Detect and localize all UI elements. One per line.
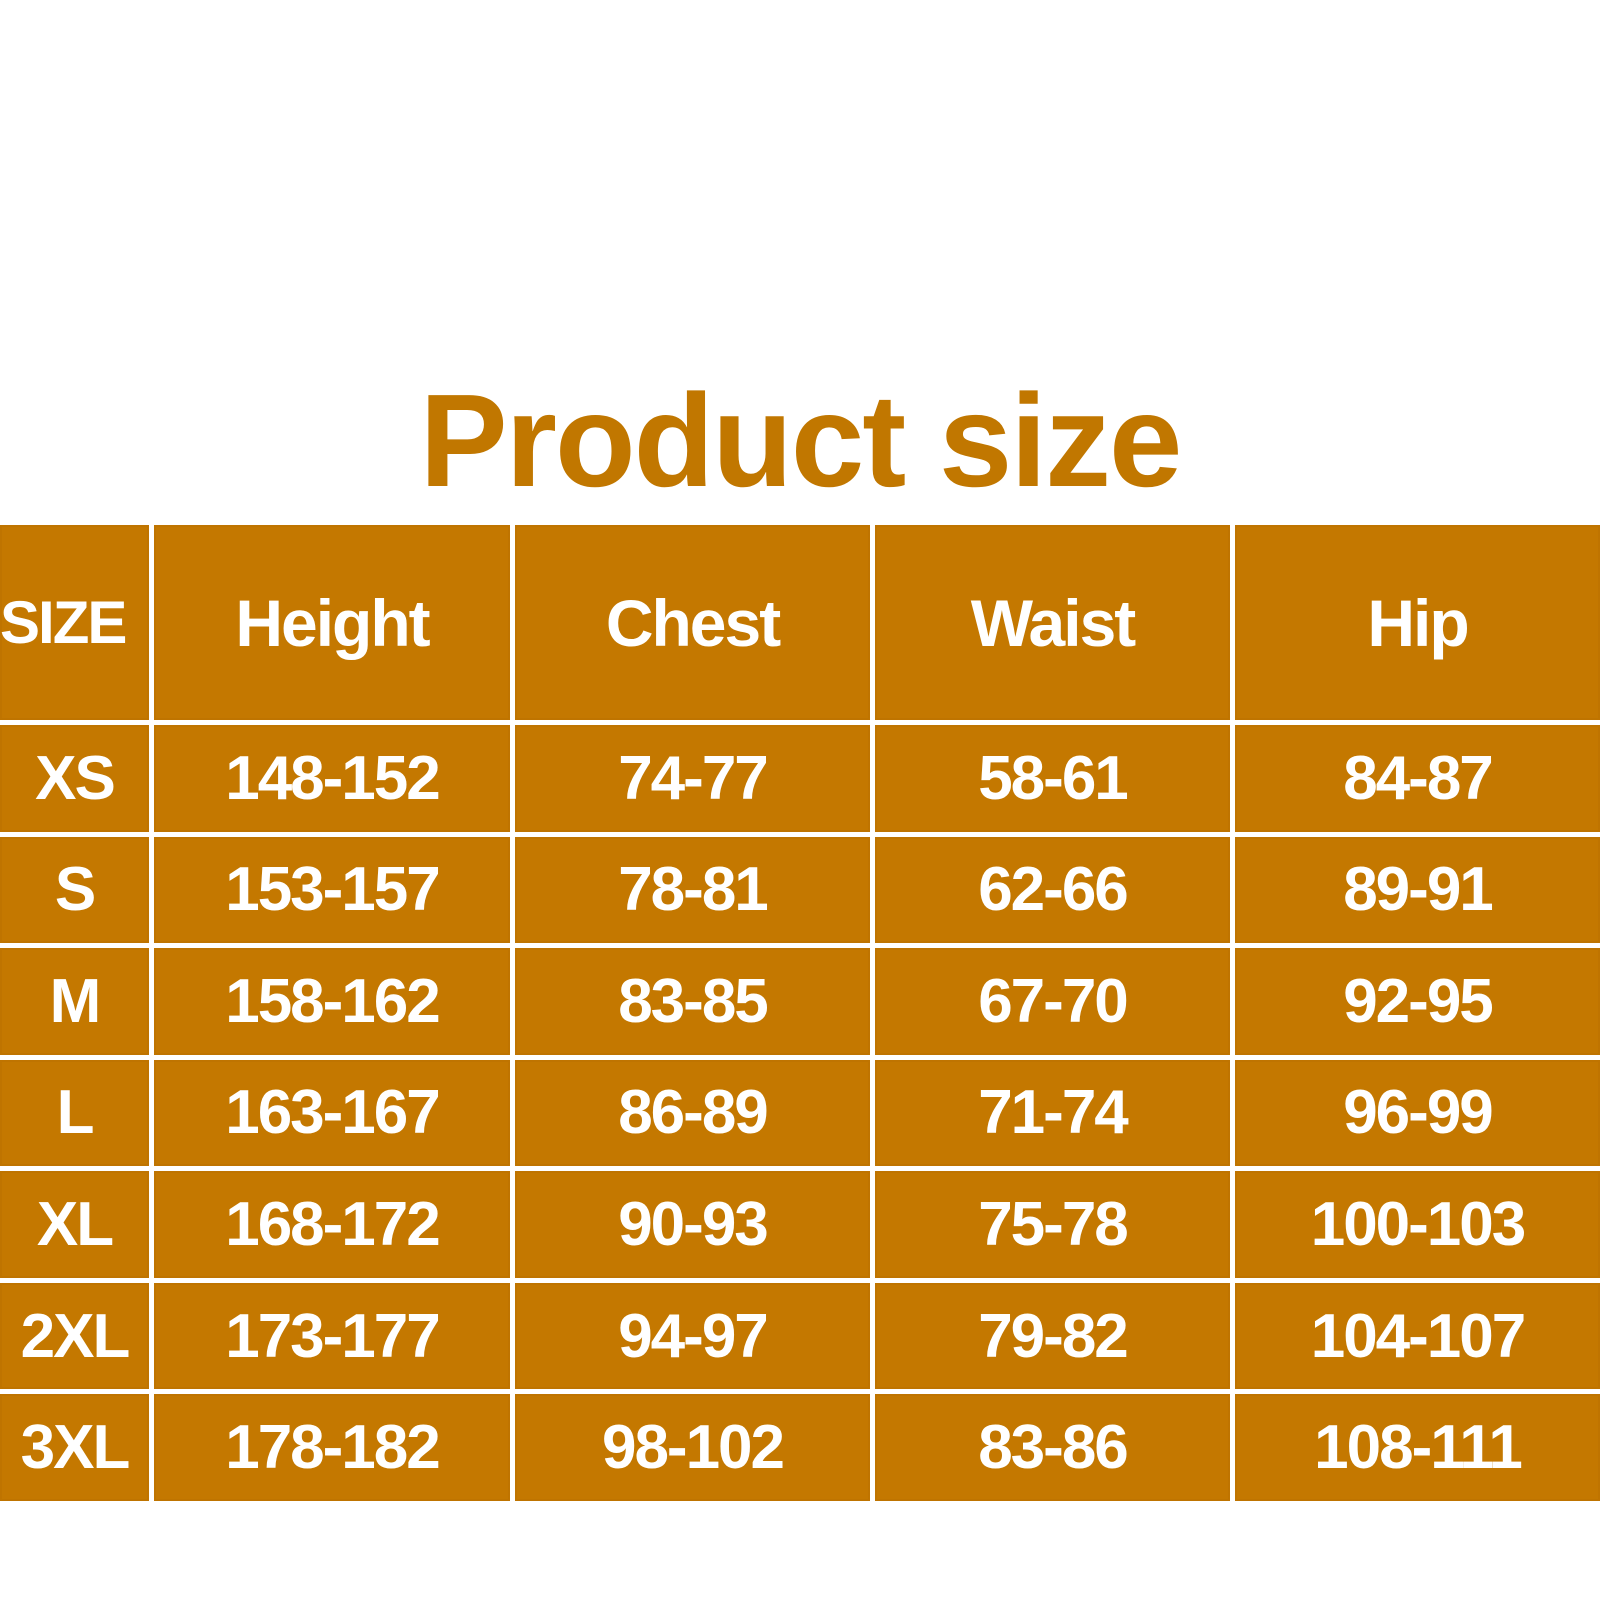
cell-height: 178-182 bbox=[154, 1394, 510, 1501]
cell-size: L bbox=[0, 1059, 149, 1167]
cell-chest: 98-102 bbox=[515, 1394, 870, 1501]
cell-height: 153-157 bbox=[154, 836, 510, 944]
cell-chest: 86-89 bbox=[515, 1059, 870, 1167]
cell-size: XL bbox=[0, 1171, 149, 1278]
cell-size: 3XL bbox=[0, 1394, 149, 1501]
cell-hip: 92-95 bbox=[1235, 948, 1600, 1055]
cell-chest: 78-81 bbox=[515, 836, 870, 944]
cell-size: M bbox=[0, 948, 149, 1055]
cell-chest: 90-93 bbox=[515, 1171, 870, 1278]
header-size: SIZE bbox=[0, 525, 149, 720]
cell-hip: 89-91 bbox=[1235, 836, 1600, 944]
cell-hip: 84-87 bbox=[1235, 725, 1600, 832]
cell-chest: 74-77 bbox=[515, 725, 870, 832]
cell-waist: 83-86 bbox=[875, 1394, 1230, 1501]
size-chart-table: SIZE Height Chest Waist Hip XS 148-152 74-77 58-… bbox=[0, 525, 1600, 1501]
cell-size: XS bbox=[0, 725, 149, 832]
cell-height: 158-162 bbox=[154, 948, 510, 1055]
cell-height: 173-177 bbox=[154, 1282, 510, 1390]
cell-waist: 62-66 bbox=[875, 836, 1230, 944]
cell-waist: 58-61 bbox=[875, 725, 1230, 832]
cell-waist: 71-74 bbox=[875, 1059, 1230, 1167]
cell-chest: 94-97 bbox=[515, 1282, 870, 1390]
cell-hip: 104-107 bbox=[1235, 1282, 1600, 1390]
page-title: Product size bbox=[419, 367, 1183, 514]
cell-size: 2XL bbox=[0, 1282, 149, 1390]
cell-chest: 83-85 bbox=[515, 948, 870, 1055]
cell-hip: 100-103 bbox=[1235, 1171, 1600, 1278]
cell-height: 163-167 bbox=[154, 1059, 510, 1167]
header-waist: Waist bbox=[875, 525, 1230, 720]
cell-hip: 108-111 bbox=[1235, 1394, 1600, 1501]
cell-waist: 79-82 bbox=[875, 1282, 1230, 1390]
cell-height: 168-172 bbox=[154, 1171, 510, 1278]
cell-height: 148-152 bbox=[154, 725, 510, 832]
cell-size: S bbox=[0, 836, 149, 944]
header-chest: Chest bbox=[515, 525, 870, 720]
header-height: Height bbox=[154, 525, 510, 720]
cell-waist: 67-70 bbox=[875, 948, 1230, 1055]
cell-waist: 75-78 bbox=[875, 1171, 1230, 1278]
header-hip: Hip bbox=[1235, 525, 1600, 720]
cell-hip: 96-99 bbox=[1235, 1059, 1600, 1167]
